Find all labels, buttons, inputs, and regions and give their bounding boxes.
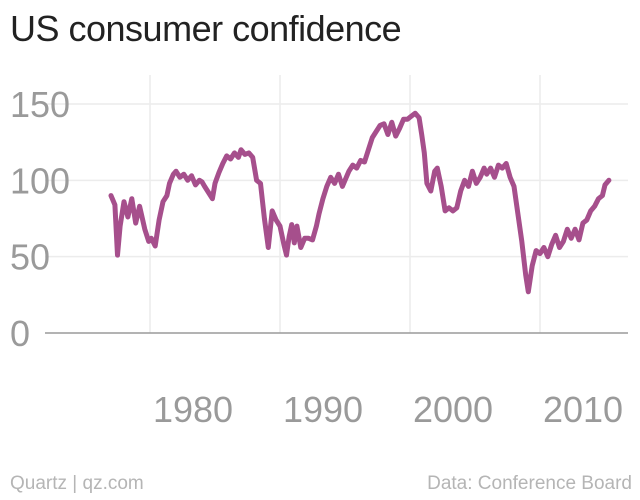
footer-source-left[interactable]: Quartz | qz.com xyxy=(10,473,144,494)
x-tick-label: 2010 xyxy=(543,389,623,430)
series-line xyxy=(108,110,612,295)
y-tick-label: 150 xyxy=(10,84,70,125)
chart-title: US consumer confidence xyxy=(10,8,402,49)
x-tick-label: 1990 xyxy=(283,389,363,430)
y-tick-label: 50 xyxy=(10,237,50,278)
y-tick-label: 0 xyxy=(10,313,30,354)
x-tick-label: 2000 xyxy=(413,389,493,430)
y-tick-label: 100 xyxy=(10,160,70,201)
x-tick-label: 1980 xyxy=(153,389,233,430)
footer-source-right: Data: Conference Board xyxy=(427,473,632,494)
